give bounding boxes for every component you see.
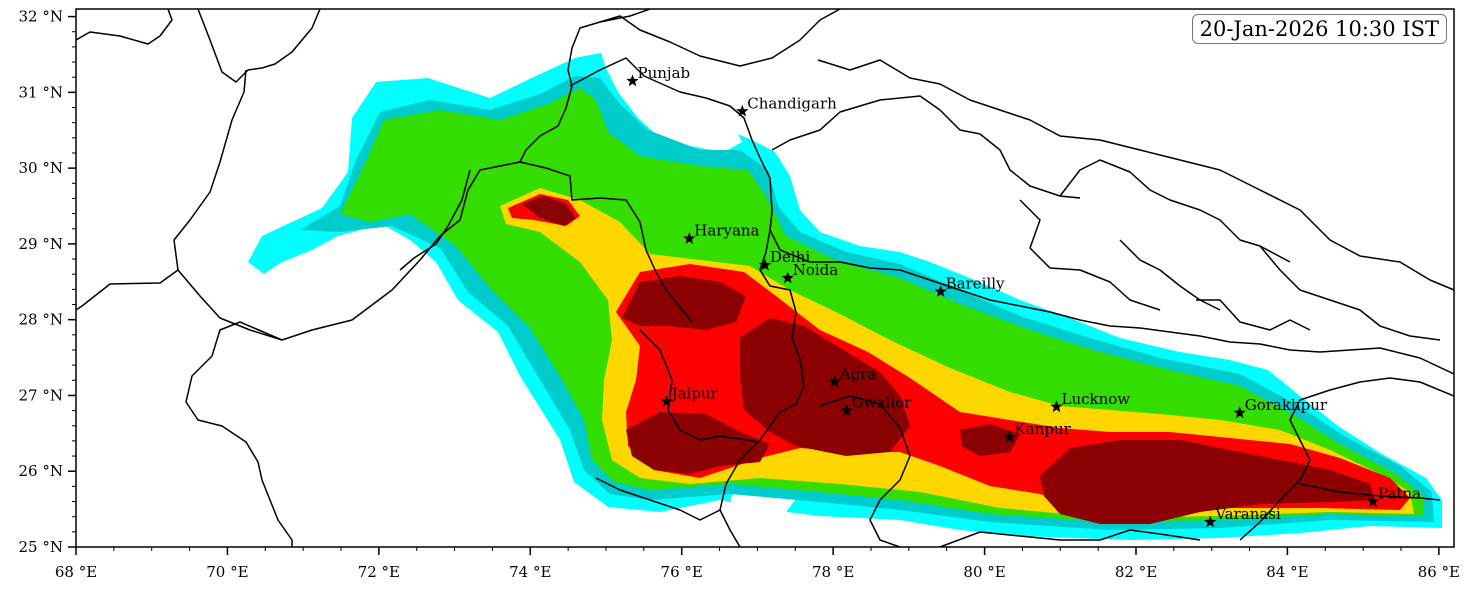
boundary-uttarakhand: [771, 95, 1081, 199]
city-label: Gorakhpur: [1245, 396, 1328, 414]
fog-level-6-west: [522, 196, 576, 226]
clear-area-punjab: [598, 44, 742, 152]
city-label: Delhi: [770, 248, 810, 266]
boundary-balochistan: [76, 69, 247, 311]
city-label: Kanpur: [1015, 420, 1072, 438]
city-star-icon: [683, 232, 696, 244]
boundary-up-mp: [719, 251, 805, 547]
boundary-nepal-districts-2: [1119, 239, 1221, 311]
city-label: Lucknow: [1062, 390, 1131, 408]
city-star-icon: [1204, 515, 1217, 528]
city-star-icon: [758, 258, 772, 271]
fog-level-6-lucknow: [960, 424, 1020, 456]
lat-tick-label: 26 °N: [19, 462, 63, 480]
fog-level-6-agra: [740, 318, 910, 456]
city-label: Agra: [839, 365, 877, 383]
lon-tick-label: 86 °E: [1418, 563, 1460, 581]
boundary-bihar-south: [1299, 483, 1441, 501]
lon-tick-label: 82 °E: [1115, 563, 1157, 581]
city-label: Chandigarh: [747, 94, 837, 112]
fog-level-6-jaipur: [626, 412, 770, 474]
city-star-icon: [934, 285, 947, 297]
boundary-himachal-north: [599, 9, 841, 67]
lon-tick-label: 68 °E: [55, 563, 97, 581]
boundary-sindh-punjab: [177, 69, 573, 341]
boundary-pakistan-south: [185, 321, 293, 547]
boundary-rajasthan-mp: [639, 329, 761, 443]
fog-level-6-east: [1040, 440, 1374, 524]
lon-tick-label: 78 °E: [812, 563, 854, 581]
lon-tick-label: 76 °E: [661, 563, 703, 581]
lat-tick-label: 25 °N: [19, 538, 63, 556]
city-star-icon: [1003, 430, 1016, 443]
lon-tick-label: 74 °E: [509, 563, 551, 581]
boundaries: [76, 9, 1454, 547]
city-label: Punjab: [638, 64, 691, 82]
fog-level-6-haryana: [622, 276, 746, 330]
axis-ticks: 68 °E 70 °E 72 °E 74 °E 76 °E 78 °E 80 °E 82 °E…: [19, 8, 1460, 581]
timestamp-box: 20-Jan-2026 10:30 IST: [1191, 14, 1447, 44]
boundary-nepal-districts-3: [1019, 199, 1161, 311]
city-label: Haryana: [694, 222, 759, 240]
city-star-icon: [840, 404, 853, 416]
boundary-nepal-districts-1: [1059, 159, 1291, 263]
lon-tick-label: 84 °E: [1266, 563, 1308, 581]
city-label: Bareilly: [946, 275, 1005, 293]
lat-tick-label: 27 °N: [19, 386, 63, 404]
city-star-icon: [781, 271, 794, 284]
fog-field: [76, 9, 1454, 547]
city-star-icon: [626, 74, 639, 87]
boundary-nepal-districts-4: [1259, 245, 1441, 341]
lat-tick-label: 30 °N: [19, 159, 63, 177]
city-star-icon: [736, 104, 749, 117]
city-label: Patna: [1378, 485, 1421, 503]
lon-tick-label: 72 °E: [358, 563, 400, 581]
boundary-rajasthan-west: [399, 169, 471, 271]
city-label: Noida: [793, 261, 839, 279]
boundary-punjab-himachal: [569, 57, 773, 253]
lat-tick-label: 29 °N: [19, 235, 63, 253]
lon-tick-label: 80 °E: [963, 563, 1005, 581]
city-star-icon: [1366, 495, 1380, 507]
city-star-icon: [1233, 406, 1246, 419]
lon-tick-label: 70 °E: [206, 563, 248, 581]
city-star-icon: [828, 375, 841, 388]
boundary-india-pakistan: [567, 9, 651, 71]
boundary-pakistan-afghanistan: [76, 9, 173, 45]
lat-tick-label: 32 °N: [19, 8, 63, 26]
boundary-pakistan-interior-north: [197, 9, 321, 83]
city-star-icon: [1050, 400, 1063, 413]
boundary-nepal-districts-5: [1196, 299, 1311, 331]
lat-tick-label: 31 °N: [19, 83, 63, 101]
lat-tick-label: 28 °N: [19, 311, 63, 329]
boundary-up-south-east: [939, 529, 1201, 547]
city-star-icon: [660, 395, 673, 407]
boundary-chambal: [595, 477, 721, 521]
boundary-up-mp-south: [819, 395, 911, 547]
city-label: Varanasi: [1214, 505, 1281, 523]
boundary-up-bihar: [1239, 377, 1454, 541]
boundary-nepal-north: [817, 59, 1454, 291]
plot-frame: [75, 8, 1455, 548]
boundary-punjab-haryana: [519, 161, 693, 323]
boundary-nepal-south: [769, 229, 1454, 375]
city-label: Gwalior: [852, 394, 912, 412]
city-label: Jaipur: [670, 385, 719, 403]
